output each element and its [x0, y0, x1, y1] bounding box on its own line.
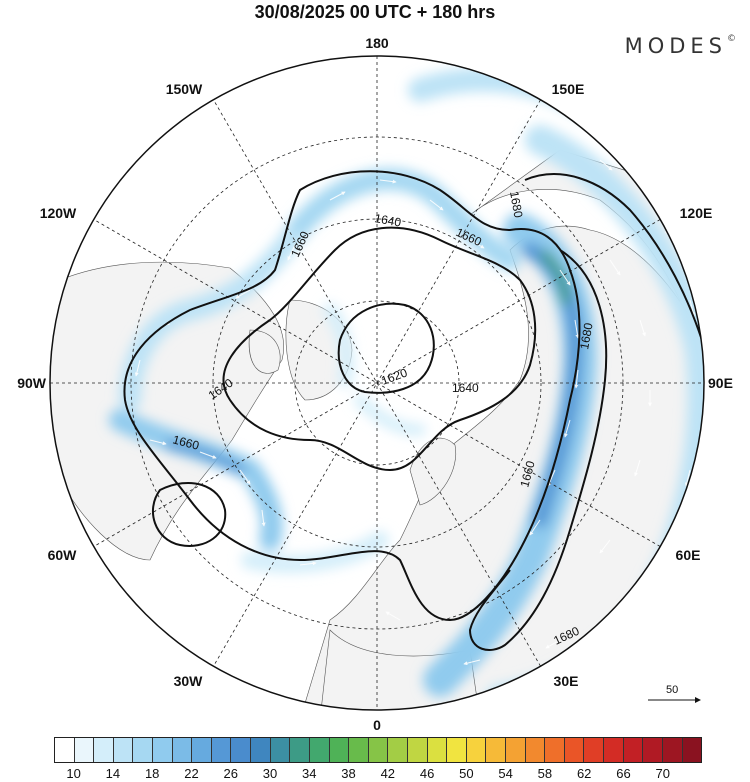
lon-label-60w: 60W [48, 547, 78, 563]
colorbar-swatch [133, 738, 154, 762]
colorbar-tick-label: 42 [380, 766, 396, 781]
colorbar-swatch [388, 738, 408, 762]
graticule [50, 56, 704, 710]
colorbar-swatch [643, 738, 663, 762]
colorbar-swatch [192, 738, 212, 762]
colorbar-swatch [55, 738, 75, 762]
colorbar-swatch [172, 738, 193, 762]
colorbar-swatch [329, 738, 350, 762]
colorbar-swatch [623, 738, 644, 762]
colorbar-tick-label: 62 [576, 766, 592, 781]
colorbar-swatch [368, 738, 389, 762]
colorbar-tick-label: 38 [341, 766, 356, 781]
meridian-150e-30w [213, 99, 541, 667]
colorbar-tick-label: 34 [302, 766, 317, 781]
lon-label-150e: 150E [552, 81, 585, 97]
height-contours [123, 170, 704, 651]
lon-label-120e: 120E [680, 205, 713, 221]
colorbar-swatch [525, 738, 546, 762]
land-scandinavia [409, 437, 457, 506]
polar-stereographic-map: 1660 1640 1660 1680 1620 1640 1680 1640 … [17, 35, 733, 733]
colorbar-swatch [564, 738, 585, 762]
colorbar-swatch [309, 738, 330, 762]
land-eurasia [299, 225, 704, 710]
colorbar-swatch [349, 738, 369, 762]
colorbar-tick-label: 26 [223, 766, 238, 781]
lon-label-90w: 90W [17, 375, 47, 391]
colorbar-tick-label: 14 [105, 766, 121, 781]
contour-1680-east [524, 173, 704, 351]
latitude-circle-70 [212, 218, 542, 548]
right-arrow-icon [648, 697, 701, 703]
colorbar-swatch [211, 738, 232, 762]
colorbar [54, 737, 702, 763]
map-title: 30/08/2025 00 UTC + 180 hrs [254, 2, 496, 22]
colorbar-swatch [113, 738, 134, 762]
colorbar-swatch [662, 738, 683, 762]
colorbar-swatch [94, 738, 114, 762]
contour-label: 1660 [517, 459, 538, 489]
contour-1660 [123, 170, 581, 622]
colorbar-swatch [682, 738, 702, 762]
colorbar-tick-label: 18 [144, 766, 160, 781]
lon-label-120w: 120W [40, 205, 77, 221]
colorbar-tick-label: 70 [655, 766, 670, 781]
meridian-120e-60w [93, 219, 661, 547]
colorbar-tick-label: 10 [66, 766, 81, 781]
lon-label-60e: 60E [676, 547, 701, 563]
colorbar-tick-label: 54 [498, 766, 513, 781]
colorbar-swatch [231, 738, 252, 762]
lon-label-30w: 30W [174, 673, 204, 689]
colorbar-tick-label: 50 [459, 766, 474, 781]
contour-1620 [337, 302, 435, 394]
colorbar-tick-label: 22 [184, 766, 199, 781]
colorbar-tick-label: 66 [616, 766, 631, 781]
lon-label-30e: 30E [554, 673, 579, 689]
continents [50, 149, 704, 710]
colorbar-swatch [466, 738, 487, 762]
land-arctic-islands [248, 329, 281, 374]
lon-label-180: 180 [365, 35, 389, 51]
lon-label-0: 0 [373, 717, 381, 733]
contour-1680 [468, 249, 608, 651]
colorbar-swatch [153, 738, 173, 762]
colorbar-swatch [506, 738, 526, 762]
contour-label: 1660 [171, 432, 201, 453]
colorbar-swatch [74, 738, 95, 762]
contour-label: 1680 [507, 190, 525, 219]
contour-1660-lobe [151, 481, 227, 547]
colorbar-tick-label: 30 [262, 766, 278, 781]
meridian-60e-120w [93, 219, 661, 547]
contour-1640 [222, 226, 537, 472]
map-border [49, 55, 705, 711]
copyright-mark: © [727, 34, 736, 44]
lon-label-150w: 150W [166, 81, 203, 97]
longitude-labels: 180 150E 120E 90E 60E 30E 0 30W 60W 90W … [17, 35, 733, 733]
contour-label: 1640 [452, 381, 479, 395]
colorbar-swatch [584, 738, 605, 762]
contour-label: 1680 [577, 321, 595, 350]
colorbar-swatch [486, 738, 507, 762]
colorbar-swatch [407, 738, 428, 762]
colorbar-swatch [545, 738, 565, 762]
lon-label-90e: 90E [708, 375, 733, 391]
colorbar-swatch [290, 738, 310, 762]
colorbar-swatch [447, 738, 467, 762]
colorbar-swatch [427, 738, 448, 762]
colorbar-tick-label: 46 [419, 766, 435, 781]
meridian-30e-150w [213, 99, 541, 667]
contour-label: 1640 [373, 211, 402, 229]
colorbar-swatch [604, 738, 624, 762]
brand-logo: MODES© [625, 34, 736, 58]
colorbar-labels: 10 14 18 22 26 30 34 38 42 46 50 54 58 62 66 70 [54, 766, 702, 782]
colorbar-tick-label: 58 [537, 766, 553, 781]
colorbar-swatch [251, 738, 271, 762]
vector-scale-value: 50 [666, 684, 679, 696]
colorbar-swatch [270, 738, 291, 762]
brand-name: MODES [624, 34, 727, 58]
